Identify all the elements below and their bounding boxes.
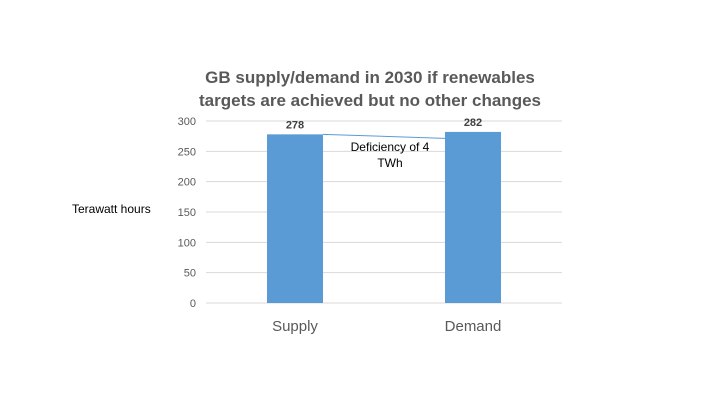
y-tick-label: 100 — [178, 237, 196, 249]
data-label-supply: 278 — [286, 119, 304, 131]
y-axis-ticks: 0 50 100 150 200 250 300 — [178, 116, 196, 310]
bar-demand — [445, 131, 501, 303]
bars — [267, 131, 501, 303]
x-category-label: Supply — [272, 318, 318, 335]
series-connector-line — [322, 133, 446, 139]
bar-supply — [267, 134, 323, 303]
chart-title-line-2: targets are achieved but no other change… — [199, 91, 541, 110]
annotation-line-1: Deficiency of 4 — [351, 140, 430, 154]
chart-title-line-1: GB supply/demand in 2030 if renewables — [205, 68, 535, 87]
y-tick-label: 150 — [178, 207, 196, 219]
y-tick-label: 300 — [178, 116, 196, 128]
gridlines — [206, 120, 562, 304]
data-labels: 278 282 — [286, 117, 482, 131]
annotation-line-2: TWh — [377, 156, 402, 170]
data-label-demand: 282 — [464, 117, 482, 129]
connectors — [322, 133, 446, 139]
y-axis-label: Terawatt hours — [72, 202, 151, 216]
y-tick-label: 0 — [190, 298, 196, 310]
y-tick-label: 200 — [178, 177, 196, 189]
x-axis-categories: Supply Demand — [272, 318, 501, 335]
x-category-label: Demand — [445, 318, 502, 335]
y-tick-label: 50 — [184, 268, 196, 280]
y-tick-label: 250 — [178, 146, 196, 158]
